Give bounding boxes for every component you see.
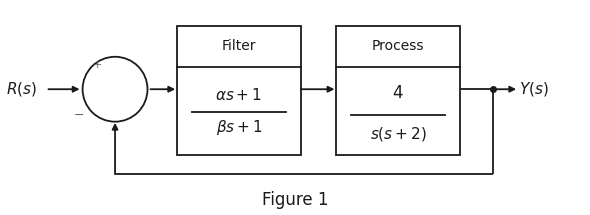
Text: Filter: Filter	[222, 39, 256, 54]
Text: $R(s)$: $R(s)$	[6, 80, 37, 98]
Text: $\alpha s+1$: $\alpha s+1$	[215, 87, 263, 103]
Text: +: +	[93, 60, 102, 70]
Text: $Y(s)$: $Y(s)$	[519, 80, 549, 98]
Text: Process: Process	[372, 39, 424, 54]
Text: Figure 1: Figure 1	[262, 190, 328, 209]
Text: $4$: $4$	[392, 84, 404, 102]
Bar	[336, 26, 460, 155]
Text: $\beta s+1$: $\beta s+1$	[215, 118, 263, 137]
Text: $s\left(s+2\right)$: $s\left(s+2\right)$	[370, 125, 427, 143]
Ellipse shape	[83, 57, 148, 122]
Bar	[177, 26, 301, 155]
Text: −: −	[74, 109, 84, 122]
